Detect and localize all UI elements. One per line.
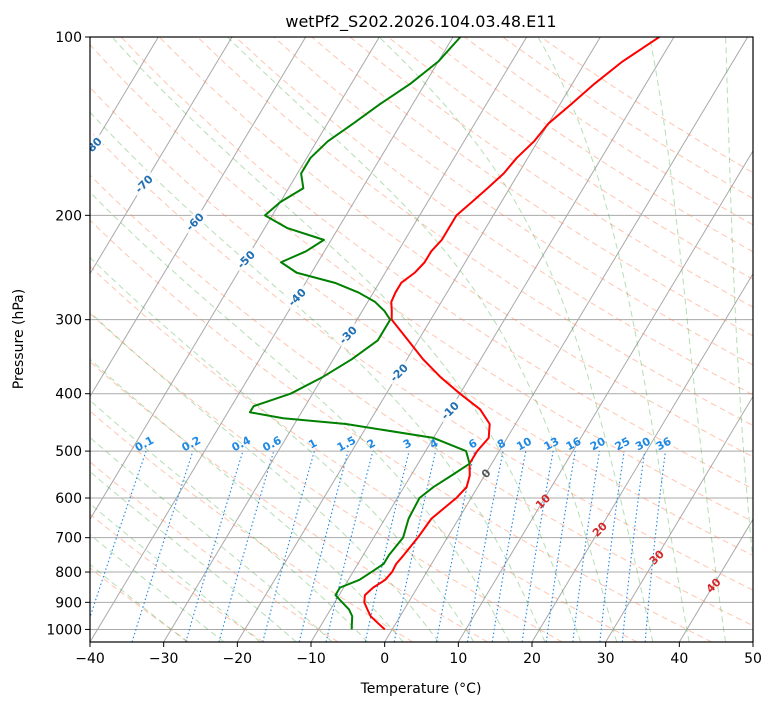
x-tick-label: −20 (223, 651, 253, 667)
x-tick-label: −40 (75, 651, 105, 667)
mixing-ratio-line (131, 450, 194, 642)
dry-adiabat-line (158, 37, 753, 458)
moist-adiabat-line (725, 37, 753, 566)
y-tick-label: 1000 (46, 622, 82, 638)
isotherm-line (457, 149, 753, 642)
mixing-ratio-label: 30 (633, 435, 653, 454)
mixing-ratio-line (218, 450, 275, 642)
plot-frame (89, 36, 754, 643)
x-tick-label: 50 (744, 651, 762, 667)
sounding-series (248, 37, 660, 631)
dry-label-backdrop (90, 132, 107, 160)
dry-adiabat-line (120, 37, 753, 490)
moist-adiabat-line (90, 399, 369, 642)
moist-adiabat-line (90, 436, 333, 642)
isotherm-line (90, 37, 307, 398)
y-tick-label: 500 (55, 444, 82, 460)
mixing-ratio-label: 10 (514, 435, 534, 454)
y-tick-label: 900 (55, 595, 82, 611)
x-tick-label: 0 (380, 651, 389, 667)
mixing-ratio-line (644, 451, 666, 642)
dry-adiabat-line (90, 360, 488, 642)
mixing-ratio-line (621, 451, 646, 642)
dry-label-backdrop (384, 358, 413, 387)
dry-adiabat-line (90, 174, 753, 627)
moist-adiabat-line (90, 111, 546, 642)
mixing-ratio-label: 25 (613, 435, 633, 454)
mixing-ratio-label: 36 (654, 434, 674, 453)
dry-label-backdrop (333, 320, 362, 349)
mixing-ratio-line (599, 451, 625, 642)
dry-adiabat-line (311, 37, 753, 337)
mixing-ratio-label: 20 (588, 435, 608, 454)
dry-adiabat-line (90, 513, 264, 642)
temperature-profile-line (363, 37, 660, 631)
y-axis-label: Pressure (hPa) (11, 289, 27, 389)
isotherm-line (310, 37, 675, 642)
mixing-ratio-line (298, 450, 349, 642)
isotherm-line (236, 37, 601, 642)
x-tick-label: 10 (449, 651, 467, 667)
isotherm-line (90, 37, 454, 642)
y-tick-label: 700 (55, 531, 82, 547)
dry-adiabat-line (90, 219, 712, 642)
mixing-ratio-lines (90, 450, 666, 642)
dry-adiabat-lines (90, 37, 753, 642)
isotherm-line (605, 395, 753, 642)
chart-title: wetPf2_S202.2026.104.03.48.E11 (285, 12, 556, 32)
moist-adiabat-line (378, 37, 654, 642)
dry-label-backdrop (180, 207, 209, 236)
isotherm-line (90, 37, 233, 275)
y-tick-label: 400 (55, 387, 82, 403)
dry-adiabat-line (349, 37, 753, 308)
isotherm-line (90, 37, 380, 521)
dewpoint-profile-line (248, 37, 471, 630)
y-tick-label: 600 (55, 491, 82, 507)
dry-label-backdrop (282, 283, 311, 311)
dry-adiabat-line (90, 567, 190, 642)
mixing-ratio-label: 16 (564, 434, 584, 453)
mixing-ratio-line (262, 450, 315, 642)
isotherm-line (531, 272, 753, 642)
isotherm-lines (90, 37, 753, 642)
moist-adiabat-line (90, 311, 439, 642)
mixing-ratio-line (521, 451, 554, 642)
mixing-ratio-line (545, 451, 576, 642)
y-tick-label: 800 (55, 565, 82, 581)
y-tick-label: 200 (55, 208, 82, 224)
x-tick-label: −30 (149, 651, 179, 667)
x-tick-label: −10 (296, 651, 326, 667)
dry-adiabat-line (90, 265, 638, 642)
x-axis-label: Temperature (°C) (360, 681, 482, 697)
mixing-ratio-label: 13 (542, 435, 562, 454)
plot-area: 0.10.20.40.611.52346810131620253036-100-… (90, 37, 753, 642)
y-tick-label: 300 (55, 313, 82, 329)
mixing-ratio-line (185, 450, 244, 642)
dry-label-backdrop (435, 396, 464, 424)
x-tick-label: 30 (597, 651, 615, 667)
isotherm-line (384, 37, 749, 642)
mixing-ratio-line (325, 450, 374, 642)
dry-adiabat-line (197, 37, 753, 427)
moist-adiabat-line (537, 37, 690, 642)
dry-label-backdrop (231, 245, 260, 273)
y-tick-label: 100 (55, 30, 82, 46)
moist-adiabat-line (649, 37, 727, 642)
dry-label-backdrop (129, 169, 158, 198)
moist-adiabat-line (90, 470, 297, 642)
axis-ticks: −40 −30 −20 −10 0 10 20 30 40 50 1000 900 800 700 600 5… (46, 30, 762, 667)
x-tick-label: 20 (523, 651, 541, 667)
mixing-ratio-line (572, 451, 601, 642)
moist-adiabat-line (111, 37, 582, 642)
moist-adiabat-line (90, 358, 404, 642)
x-tick-label: 40 (670, 651, 688, 667)
moist-adiabat-line (90, 256, 475, 642)
isotherm-line (678, 518, 753, 642)
dry-adiabat-line (90, 312, 563, 642)
